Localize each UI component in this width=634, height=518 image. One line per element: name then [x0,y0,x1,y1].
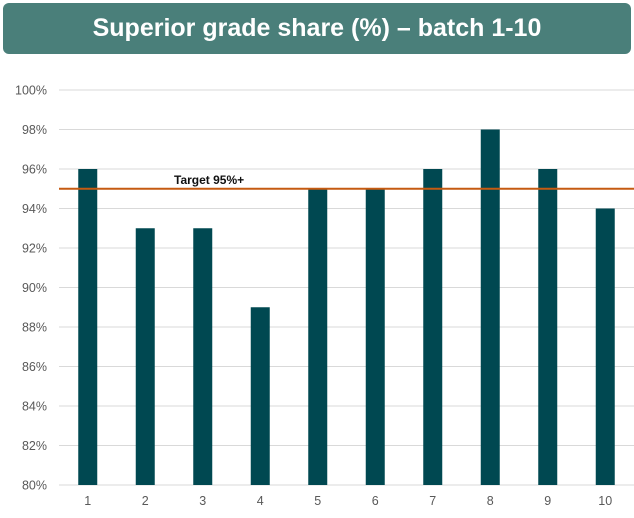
x-tick-label: 3 [199,494,206,508]
bar-batch-2 [135,228,155,485]
y-tick-label: 92% [22,242,47,256]
bar-batch-9 [538,169,558,485]
bar-batch-1 [78,169,98,485]
x-tick-label: 4 [257,494,264,508]
x-tick-label: 2 [142,494,149,508]
x-axis: 1 2 3 4 5 6 7 8 9 10 [84,494,612,508]
bar-batch-10 [595,208,615,485]
gridlines [59,89,634,486]
bar-batch-5 [308,188,328,485]
y-tick-label: 84% [22,400,47,414]
bar-batch-6 [365,188,385,485]
y-axis: 80% 82% 84% 86% 88% 90% 92% 94% 96% 98% 100% [15,84,47,493]
x-tick-label: 1 [84,494,91,508]
bar-batch-8 [480,129,500,485]
x-tick-label: 5 [314,494,321,508]
x-tick-label: 6 [372,494,379,508]
y-tick-label: 94% [22,202,47,216]
chart-title: Superior grade share (%) – batch 1-10 [3,3,631,54]
bar-batch-4 [250,307,270,485]
y-tick-label: 100% [15,84,47,98]
y-tick-label: 80% [22,479,47,493]
bar-batch-7 [423,169,443,485]
y-tick-label: 98% [22,123,47,137]
x-tick-label: 8 [487,494,494,508]
x-tick-label: 7 [429,494,436,508]
target-line-group: Target 95%+ [59,173,634,190]
x-tick-label: 10 [598,494,612,508]
x-tick-label: 9 [544,494,551,508]
y-tick-label: 86% [22,360,47,374]
bar-batch-3 [193,228,213,485]
y-tick-label: 82% [22,439,47,453]
bars [78,129,615,485]
y-tick-label: 88% [22,321,47,335]
y-tick-label: 90% [22,281,47,295]
y-tick-label: 96% [22,163,47,177]
target-label: Target 95%+ [174,173,244,187]
